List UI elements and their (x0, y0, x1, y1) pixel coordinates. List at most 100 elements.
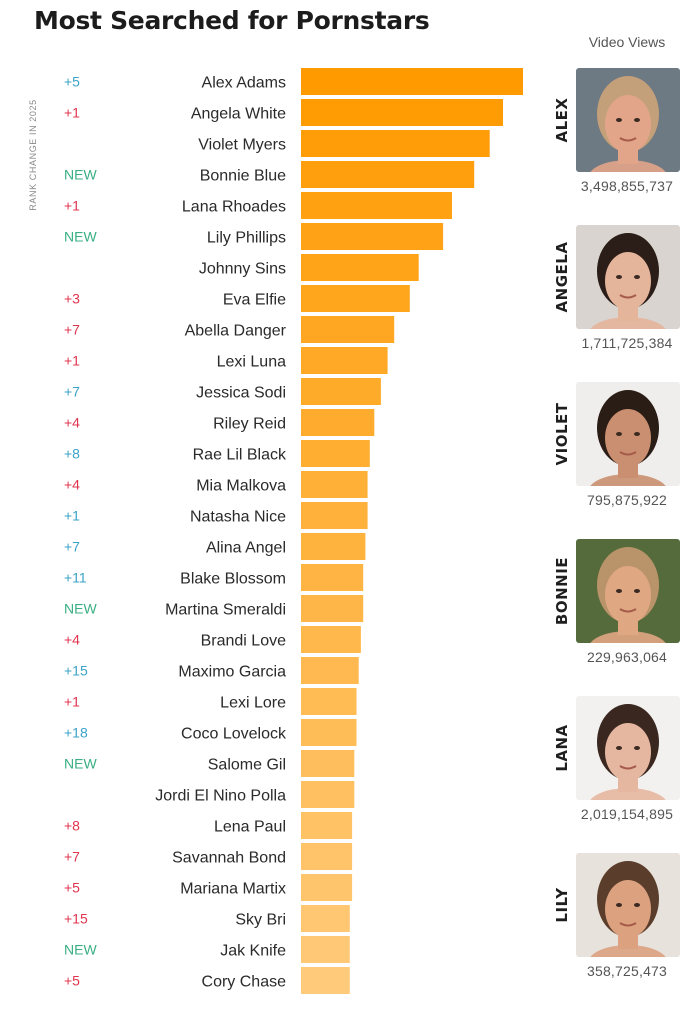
category-label: Lena Paul (214, 819, 286, 836)
category-label: Blake Blossom (180, 571, 286, 588)
bar-10 (301, 347, 388, 374)
rank-change-label: +7 (64, 849, 80, 865)
bar-14 (301, 471, 368, 498)
bar-9 (301, 316, 395, 343)
portrait-icon (576, 225, 680, 329)
category-label: Alex Adams (202, 75, 286, 92)
category-label: Rae Lil Black (193, 447, 287, 464)
category-label: Lana Rhoades (182, 199, 286, 216)
category-label: Lexi Lore (220, 695, 286, 712)
featured-nickname-text: BONNIE (553, 556, 571, 626)
category-label: Abella Danger (185, 323, 287, 340)
portrait-icon (576, 539, 680, 643)
rank-change-label: +7 (64, 322, 80, 338)
rank-change-label: +11 (64, 570, 87, 586)
bar-chart: Alex Adams +5 Angela White +1 Violet Myers Bo… (64, 68, 523, 994)
featured-nickname-text: ANGELA (553, 241, 571, 313)
bar-12 (301, 409, 375, 436)
bar-2 (301, 99, 503, 126)
featured-nickname: ALEX (550, 68, 574, 172)
bar-1 (301, 68, 523, 95)
portrait-icon (576, 696, 680, 800)
rank-change-label: +15 (64, 911, 88, 927)
bar-6 (301, 223, 444, 250)
rank-change-label: +8 (64, 818, 80, 834)
category-label: Jessica Sodi (196, 385, 286, 402)
portrait-icon (576, 382, 680, 486)
category-label: Eva Elfie (223, 292, 286, 309)
category-label: Coco Lovelock (181, 726, 287, 743)
featured-nickname-text: LANA (553, 724, 571, 772)
bar-16 (301, 533, 366, 560)
rank-change-label: NEW (64, 601, 97, 617)
featured-nickname: LANA (550, 696, 574, 800)
category-label: Sky Bri (235, 912, 286, 929)
category-label: Savannah Bond (172, 850, 286, 867)
bar-17 (301, 564, 364, 591)
bar-26 (301, 843, 353, 870)
bar-28 (301, 905, 350, 932)
bar-4 (301, 161, 475, 188)
rank-change-label: +7 (64, 384, 80, 400)
rank-change-label: +1 (64, 508, 80, 524)
category-label: Violet Myers (198, 137, 286, 154)
bar-15 (301, 502, 368, 529)
bar-20 (301, 657, 359, 684)
rank-change-label: +15 (64, 663, 88, 679)
rank-change-label: +4 (64, 477, 80, 493)
featured-card: ANGELA 1,711,725,384 (548, 225, 694, 375)
category-label: Salome Gil (208, 757, 286, 774)
chart-title: Most Searched for Pornstars (34, 6, 430, 35)
bar-30 (301, 967, 350, 994)
featured-nickname-text: LILY (553, 887, 571, 923)
featured-nickname: ANGELA (550, 225, 574, 329)
featured-card: LANA 2,019,154,895 (548, 696, 694, 846)
featured-nickname: BONNIE (550, 539, 574, 643)
rank-change-label: +1 (64, 694, 80, 710)
rank-change-label: +5 (64, 973, 80, 989)
rank-change-label: +8 (64, 446, 80, 462)
bar-13 (301, 440, 370, 467)
bar-27 (301, 874, 353, 901)
bar-7 (301, 254, 419, 281)
category-label: Lexi Luna (217, 354, 286, 371)
portrait-icon (576, 853, 680, 957)
category-label: Cory Chase (202, 974, 287, 991)
rank-change-label: NEW (64, 756, 97, 772)
featured-nickname-text: ALEX (553, 97, 571, 143)
category-label: Angela White (191, 106, 286, 123)
featured-card: VIOLET 795,875,922 (548, 382, 694, 532)
category-label: Jak Knife (220, 943, 286, 960)
category-label: Johnny Sins (199, 261, 286, 278)
rank-change-label: +4 (64, 415, 80, 431)
bar-19 (301, 626, 361, 653)
featured-video-views: 1,711,725,384 (581, 335, 673, 351)
category-label: Martina Smeraldi (165, 602, 286, 619)
bar-22 (301, 719, 357, 746)
featured-video-views: 3,498,855,737 (580, 178, 674, 194)
bar-8 (301, 285, 410, 312)
featured-card: LILY 358,725,473 (548, 853, 694, 1003)
bar-11 (301, 378, 381, 405)
category-label: Maximo Garcia (178, 664, 286, 681)
portrait-icon (576, 68, 680, 172)
rank-change-label: +1 (64, 105, 80, 121)
rank-change-label: +5 (64, 74, 80, 90)
featured-nickname: VIOLET (550, 382, 574, 486)
rank-change-label: +5 (64, 880, 80, 896)
category-label: Lily Phillips (207, 230, 286, 247)
rank-change-label: +4 (64, 632, 80, 648)
category-label: Brandi Love (201, 633, 286, 650)
bar-18 (301, 595, 364, 622)
category-label: Alina Angel (206, 540, 286, 557)
bar-29 (301, 936, 350, 963)
category-label: Natasha Nice (190, 509, 286, 526)
bar-24 (301, 781, 355, 808)
bar-5 (301, 192, 452, 219)
rank-change-label: +3 (64, 291, 80, 307)
rank-change-label: NEW (64, 167, 97, 183)
category-label: Riley Reid (213, 416, 286, 433)
bar-25 (301, 812, 353, 839)
featured-video-views: 229,963,064 (586, 649, 668, 665)
category-label: Mariana Martix (180, 881, 286, 898)
